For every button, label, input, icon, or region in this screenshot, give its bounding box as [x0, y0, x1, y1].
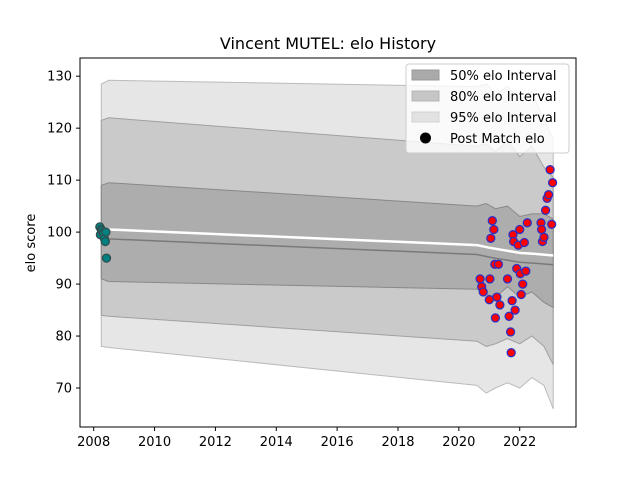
- post-match-elo-point: [485, 274, 495, 284]
- post-match-elo-point: [543, 190, 554, 200]
- post-match-elo-point: [507, 296, 517, 306]
- post-match-elo-point: [490, 313, 501, 323]
- post-match-elo-point: [504, 311, 514, 321]
- post-match-elo-point: [505, 327, 516, 337]
- post-match-elo-point: [545, 165, 555, 175]
- y-axis: 70 80 90 100 110 120 130: [47, 70, 80, 397]
- post-match-elo-point: [547, 178, 558, 188]
- legend-label: 50% elo Interval: [450, 69, 557, 84]
- post-match-elo-point: [484, 295, 494, 305]
- legend-label: 80% elo Interval: [450, 90, 557, 105]
- y-tick-label: 70: [55, 382, 72, 397]
- post-match-elo-point: [536, 224, 547, 235]
- post-match-elo-point: [540, 205, 551, 215]
- y-tick-label: 110: [47, 174, 72, 189]
- y-tick-label: 120: [47, 122, 72, 137]
- post-match-elo-point: [493, 259, 504, 269]
- post-match-elo-point: [478, 287, 488, 297]
- post-match-elo-point: [475, 274, 485, 284]
- x-tick-label: 2020: [442, 435, 475, 450]
- mean-elo-line-shadow: [101, 236, 554, 266]
- y-axis-label: elo score: [24, 214, 39, 273]
- legend: 50% elo Interval 80% elo Interval 95% elo …: [405, 63, 570, 154]
- post-match-elo-point: [519, 237, 529, 248]
- legend-label: Post Match elo: [450, 132, 545, 147]
- legend-swatch: [411, 111, 440, 123]
- legend-swatch: [411, 69, 440, 81]
- chart-title: Vincent MUTEL: elo History: [220, 34, 436, 53]
- post-match-elo-point: [486, 233, 496, 243]
- legend-marker: [420, 132, 431, 144]
- axes-frame: [79, 57, 577, 428]
- post-match-elo-point: [510, 305, 520, 315]
- post-match-elo-point: [495, 300, 505, 310]
- legend-label: 95% elo Interval: [450, 111, 557, 126]
- x-tick-label: 2016: [321, 435, 354, 450]
- y-tick-label: 130: [47, 70, 72, 85]
- x-tick-label: 2008: [77, 435, 110, 450]
- x-tick-label: 2012: [199, 435, 232, 450]
- legend-swatch: [411, 90, 440, 102]
- y-tick-label: 80: [55, 330, 72, 345]
- post-match-elo-point: [487, 216, 497, 226]
- x-tick-label: 2010: [138, 435, 171, 450]
- post-match-elo-point: [101, 227, 111, 237]
- post-match-elo-point: [539, 232, 549, 242]
- post-match-elo-point: [521, 266, 531, 276]
- post-match-elo-point: [492, 292, 502, 302]
- mean-elo-line: [101, 226, 554, 257]
- legend-box: [405, 63, 570, 154]
- post-match-elo-point: [502, 274, 513, 284]
- post-match-elo-point: [516, 289, 526, 300]
- post-match-elo-point: [100, 236, 110, 247]
- y-tick-label: 100: [47, 226, 72, 241]
- x-tick-label: 2018: [381, 435, 414, 450]
- x-tick-label: 2022: [503, 435, 536, 450]
- post-match-elo-point: [489, 224, 499, 235]
- plot-area: [95, 79, 558, 409]
- x-tick-label: 2014: [260, 435, 293, 450]
- x-axis: 2008 2010 2012 2014 2016 2018 2020 2022: [77, 427, 536, 450]
- post-match-elo-point: [506, 348, 516, 358]
- y-tick-label: 90: [55, 278, 72, 293]
- post-match-elo-point: [547, 219, 557, 229]
- post-match-elo-point: [522, 218, 532, 228]
- post-match-elo-point: [101, 253, 112, 263]
- post-match-elo-point: [518, 279, 528, 289]
- post-match-elo-point: [515, 224, 525, 235]
